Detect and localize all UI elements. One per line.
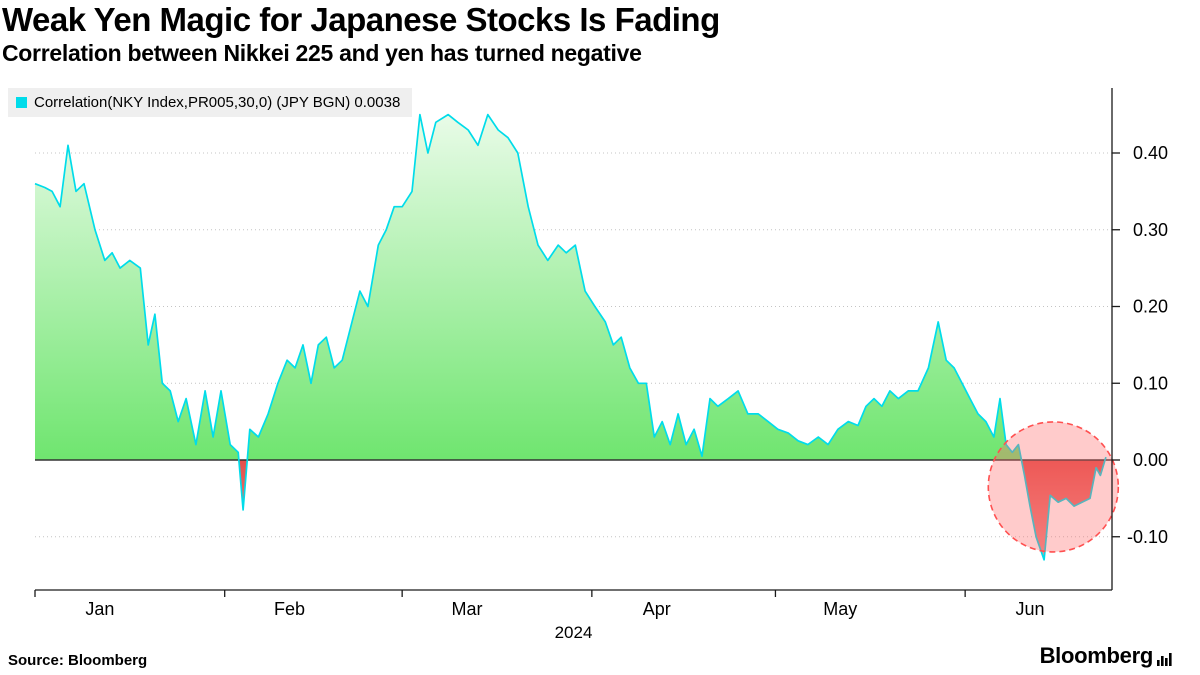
bloomberg-logo: Bloomberg xyxy=(1040,643,1172,669)
year-label: 2024 xyxy=(555,623,593,642)
y-tick-label: 0.10 xyxy=(1133,373,1168,393)
y-tick-label: 0.30 xyxy=(1133,220,1168,240)
month-label: Feb xyxy=(274,599,305,619)
month-label: Apr xyxy=(643,599,671,619)
legend-label: Correlation(NKY Index,PR005,30,0) (JPY B… xyxy=(34,94,401,111)
y-tick-label: 0.00 xyxy=(1133,450,1168,470)
month-label: Jun xyxy=(1015,599,1044,619)
area-positive xyxy=(35,114,1106,460)
bars-icon xyxy=(1157,653,1172,666)
month-label: May xyxy=(823,599,857,619)
month-label: Mar xyxy=(452,599,483,619)
month-label: Jan xyxy=(85,599,114,619)
chart-subtitle: Correlation between Nikkei 225 and yen h… xyxy=(2,39,642,66)
legend-swatch xyxy=(16,97,27,108)
series-line xyxy=(34,113,1107,561)
annotation-circle xyxy=(987,421,1120,553)
y-tick-label: 0.20 xyxy=(1133,297,1168,317)
bloomberg-wordmark: Bloomberg xyxy=(1039,643,1154,668)
y-tick-label: 0.40 xyxy=(1133,143,1168,163)
y-tick-label: -0.10 xyxy=(1127,527,1168,547)
chart-header: Weak Yen Magic for Japanese Stocks Is Fa… xyxy=(2,1,720,66)
chart-title: Weak Yen Magic for Japanese Stocks Is Fa… xyxy=(2,1,720,38)
legend: Correlation(NKY Index,PR005,30,0) (JPY B… xyxy=(8,88,413,117)
source-note: Source: Bloomberg xyxy=(8,652,148,669)
